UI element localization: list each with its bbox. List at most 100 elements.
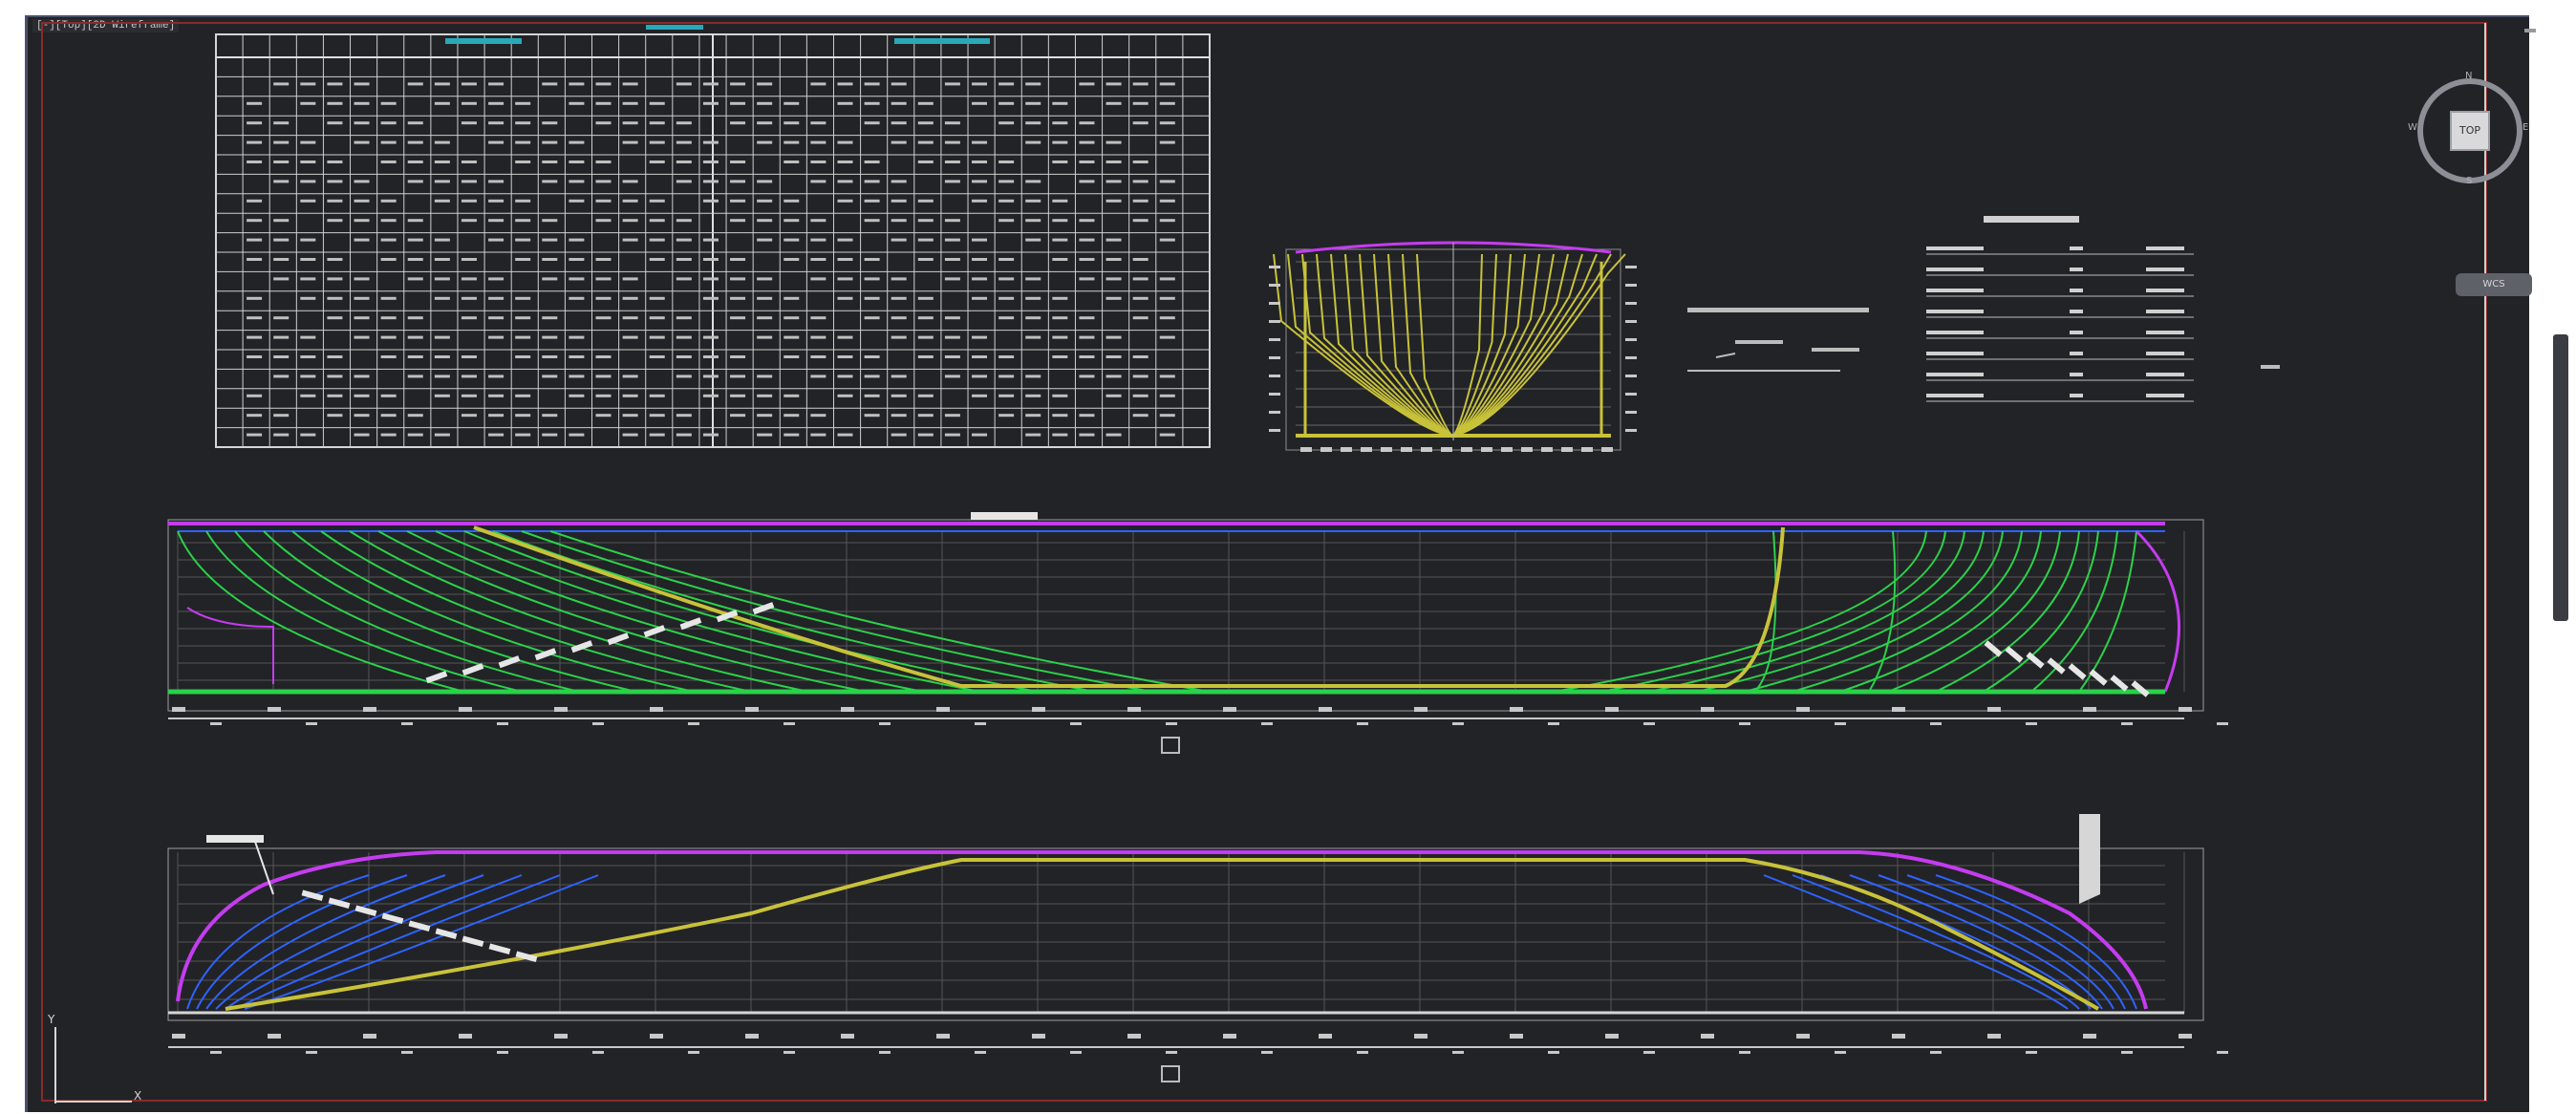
navigation-bar[interactable] xyxy=(2553,334,2568,621)
body-scale-tick xyxy=(1581,447,1593,452)
dims-row-label xyxy=(1926,246,1984,250)
table-cell-value xyxy=(1052,355,1068,358)
table-cell-value xyxy=(515,161,531,163)
table-cell-value xyxy=(354,140,370,144)
dims-row-unit xyxy=(2070,310,2083,313)
table-cell-value xyxy=(327,219,343,223)
hb-scale-tick xyxy=(1261,1051,1273,1054)
navcube-east[interactable]: E xyxy=(2522,122,2529,133)
table-cell-value xyxy=(488,219,504,223)
table-cell-value xyxy=(488,199,504,203)
table-cell-value xyxy=(273,335,290,339)
table-cell-value xyxy=(569,335,585,339)
navcube-west[interactable]: W xyxy=(2408,122,2417,133)
body-scale-left xyxy=(1269,375,1280,377)
table-cell-value xyxy=(864,355,880,358)
navcube-south[interactable]: S xyxy=(2466,176,2473,186)
table-cell-value xyxy=(622,414,638,418)
table-cell-value xyxy=(730,394,746,397)
table-cell-value xyxy=(810,258,826,261)
table-cell-value xyxy=(407,316,423,320)
table-cell-value xyxy=(649,414,665,418)
deck-section-detail xyxy=(1687,308,1869,372)
sheer-fwd-buttock xyxy=(2078,530,2137,693)
table-cell-value xyxy=(354,375,370,378)
viewport-minimize-icon[interactable] xyxy=(2524,29,2536,32)
table-cell-value xyxy=(542,414,558,418)
hb-station-number xyxy=(1414,1034,1428,1039)
table-cell-value xyxy=(917,219,934,223)
hb-station-number xyxy=(268,1034,281,1039)
table-cell-value xyxy=(300,238,316,242)
table-cell-value xyxy=(1052,414,1068,418)
table-cell-value xyxy=(380,161,397,163)
navigation-cube[interactable]: TOP N S E W xyxy=(2408,69,2532,241)
table-cell-value xyxy=(837,180,853,183)
table-cell-value xyxy=(542,258,558,261)
table-cell-value xyxy=(622,277,638,281)
table-cell-value xyxy=(784,316,800,320)
table-cell-value xyxy=(944,82,960,86)
table-cell-value xyxy=(354,394,370,397)
navcube-compass-ring[interactable] xyxy=(2417,78,2522,183)
sheer-fwd-tag xyxy=(2089,669,2108,686)
body-scale-tick xyxy=(1401,447,1412,452)
table-cell-value xyxy=(569,296,585,300)
table-cell-value xyxy=(649,161,665,163)
table-cell-value xyxy=(461,219,477,223)
detail-step-left xyxy=(1715,353,1736,358)
hb-aft-waterline xyxy=(196,874,408,1010)
table-cell-value xyxy=(757,140,773,144)
sheer-curve-tag xyxy=(462,663,484,676)
hb-scale-tick xyxy=(2121,1051,2133,1054)
table-cell-value xyxy=(407,335,423,339)
hb-station-number xyxy=(1319,1034,1332,1039)
hb-scale-tick xyxy=(1739,1051,1750,1054)
table-cell-value xyxy=(515,219,531,223)
table-cell-value xyxy=(595,199,612,203)
wcs-menu-button[interactable]: WCS xyxy=(2456,273,2532,296)
dims-row-unit xyxy=(2070,394,2083,397)
sheer-aft-buttock xyxy=(549,530,1211,693)
table-cell-value xyxy=(434,161,450,163)
table-cell-value xyxy=(649,433,665,437)
table-cell-value xyxy=(1052,101,1068,105)
table-cell-value xyxy=(1106,375,1122,378)
dims-row-label xyxy=(1926,352,1984,355)
table-cell-value xyxy=(784,101,800,105)
dims-row-label xyxy=(1926,268,1984,271)
table-cell-value xyxy=(1025,316,1041,320)
sheer-scale-tick xyxy=(1548,722,1559,725)
table-cell-value xyxy=(784,335,800,339)
hb-curve-tag xyxy=(328,897,351,910)
table-cell-value xyxy=(380,355,397,358)
table-cell-value xyxy=(1025,219,1041,223)
table-cell-value xyxy=(515,394,531,397)
navcube-top-face[interactable]: TOP xyxy=(2450,111,2490,151)
hb-scale-tick xyxy=(688,1051,699,1054)
sheer-fwd-tag xyxy=(2110,675,2129,692)
table-cell-value xyxy=(273,355,290,358)
table-cell-value xyxy=(1079,258,1095,261)
sheer-aft-buttock xyxy=(291,530,695,693)
navcube-north[interactable]: N xyxy=(2465,71,2473,81)
table-cell-value xyxy=(810,414,826,418)
table-cell-value xyxy=(461,355,477,358)
dims-row-unit xyxy=(2070,289,2083,292)
half-breadth-tag xyxy=(206,835,264,843)
body-scale-right xyxy=(1625,356,1637,359)
table-cell-value xyxy=(300,180,316,183)
table-cell-value xyxy=(1106,199,1122,203)
table-cell-value xyxy=(434,355,450,358)
lines-plan-drawing[interactable] xyxy=(25,15,2526,1110)
hb-curve-tag xyxy=(435,928,458,940)
sheer-station-number xyxy=(1987,707,2001,712)
table-cell-value xyxy=(972,355,988,358)
table-cell-value xyxy=(622,199,638,203)
table-cell-value xyxy=(702,199,719,203)
table-cell-value xyxy=(1025,101,1041,105)
dims-row-value xyxy=(2146,246,2184,250)
table-cell-value xyxy=(1025,140,1041,144)
hb-aft-waterline xyxy=(205,874,446,1010)
table-cell-value xyxy=(972,140,988,144)
